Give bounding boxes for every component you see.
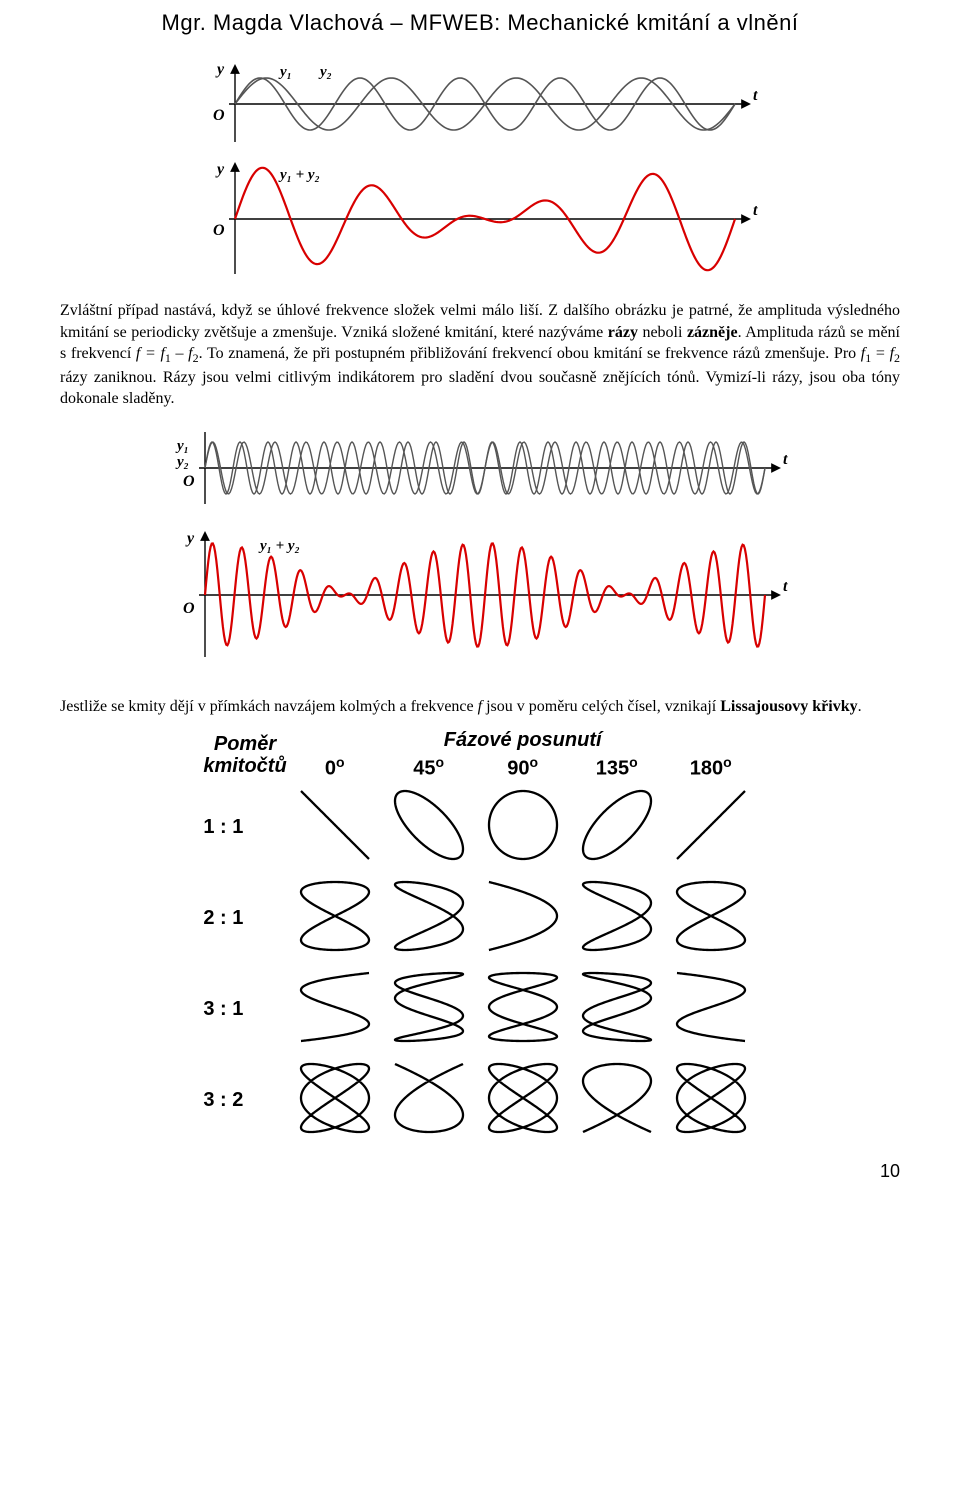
svg-text:y₂: y₂ [175, 454, 189, 470]
liss-cell-3-2-135 [571, 1056, 663, 1145]
liss-cell-3-2-90 [477, 1056, 569, 1145]
svg-text:O: O [183, 600, 195, 617]
liss-phase-135: 135o [571, 754, 663, 781]
paragraph-lissajous: Jestliže se kmity dějí v přímkách navzáj… [60, 696, 900, 718]
svg-text:y₁ + y₂: y₁ + y₂ [278, 167, 320, 183]
svg-text:O: O [183, 473, 195, 490]
p2-text-b: jsou v poměru celých čísel, vznikají [482, 698, 720, 715]
p1-text-e: rázy zaniknou. Rázy jsou velmi citlivým … [60, 369, 900, 408]
p1-sub2b: 2 [894, 351, 900, 365]
p1-text-d: . To znamená, že při postupném přibližov… [199, 345, 861, 362]
liss-cell-1-1-180 [665, 783, 757, 872]
liss-cell-3-1-135 [571, 965, 663, 1054]
liss-cell-2-1-180 [665, 874, 757, 963]
liss-cell-3-1-180 [665, 965, 757, 1054]
p2-text-a: Jestliže se kmity dějí v přímkách navzáj… [60, 698, 478, 715]
liss-cell-1-1-45 [383, 783, 475, 872]
liss-cell-1-1-0 [289, 783, 381, 872]
liss-left-2: kmitočtů [203, 755, 286, 777]
figure-superposition: y Ot y₁ y₂ y Ot y₁ + y₂ [60, 54, 900, 284]
liss-cell-3-1-0 [289, 965, 381, 1054]
liss-ratio-3:2: 3 : 2 [203, 1056, 286, 1145]
p1-eq: f = f [136, 345, 165, 362]
liss-phase-0: 0o [289, 754, 381, 781]
paragraph-razy: Zvláštní případ nastává, když se úhlové … [60, 300, 900, 410]
liss-title: Fázové posunutí [289, 729, 757, 752]
liss-cell-2-1-90 [477, 874, 569, 963]
svg-text:t: t [753, 202, 758, 219]
svg-text:y₁ + y₂: y₁ + y₂ [258, 538, 300, 554]
liss-ratio-1:1: 1 : 1 [203, 783, 286, 872]
liss-cell-2-1-135 [571, 874, 663, 963]
p1-minus: – [171, 345, 188, 362]
svg-text:t: t [783, 451, 788, 468]
page-number: 10 [60, 1161, 900, 1182]
liss-cell-3-1-90 [477, 965, 569, 1054]
p2-liss: Lissajousovy křivky [720, 698, 857, 715]
liss-cell-1-1-90 [477, 783, 569, 872]
svg-text:O: O [213, 222, 225, 239]
svg-text:y₁: y₁ [175, 438, 189, 454]
p1-razy: rázy [608, 324, 638, 341]
liss-cell-3-2-180 [665, 1056, 757, 1145]
svg-text:y: y [215, 61, 225, 78]
svg-text:y: y [215, 161, 225, 178]
liss-phase-45: 45o [383, 754, 475, 781]
p1-eqb: = [871, 345, 889, 362]
figure-beats: y₁y₂ Ot y Ot y₁ + y₂ [60, 420, 900, 680]
liss-ratio-3:1: 3 : 1 [203, 965, 286, 1054]
svg-text:y₁: y₁ [278, 64, 292, 80]
liss-cell-2-1-0 [289, 874, 381, 963]
liss-cell-2-1-45 [383, 874, 475, 963]
svg-text:y: y [185, 530, 195, 547]
liss-cell-3-2-0 [289, 1056, 381, 1145]
liss-left-1: Poměr [203, 733, 286, 755]
svg-text:t: t [753, 87, 758, 104]
liss-cell-1-1-135 [571, 783, 663, 872]
p1-zazneje: zázněje [687, 324, 738, 341]
liss-cell-3-2-45 [383, 1056, 475, 1145]
page-header: Mgr. Magda Vlachová – MFWEB: Mechanické … [60, 10, 900, 36]
p2-text-c: . [858, 698, 862, 715]
p1-text-b: neboli [638, 324, 687, 341]
liss-phase-180: 180o [665, 754, 757, 781]
svg-text:O: O [213, 107, 225, 124]
liss-ratio-2:1: 2 : 1 [203, 874, 286, 963]
svg-text:t: t [783, 578, 788, 595]
liss-cell-3-1-45 [383, 965, 475, 1054]
lissajous-table: Poměr kmitočtů Fázové posunutí 0o45o90o1… [201, 727, 758, 1147]
svg-text:y₂: y₂ [318, 64, 332, 80]
liss-phase-90: 90o [477, 754, 569, 781]
